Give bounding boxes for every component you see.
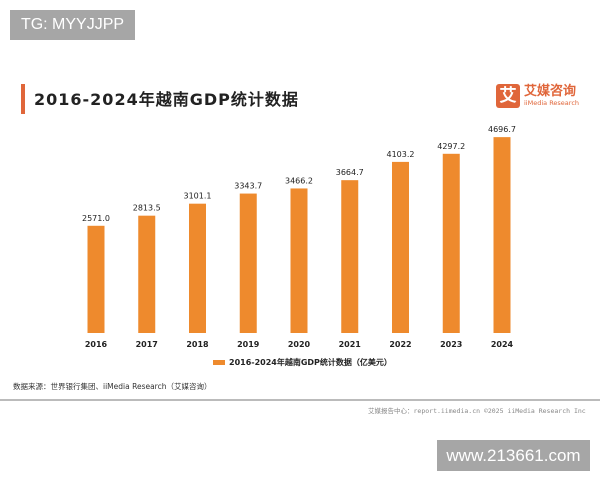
footer-credit: 艾媒报告中心：report.iimedia.cn ©2025 iiMedia R…	[368, 407, 586, 415]
x-tick-label: 2023	[440, 340, 462, 349]
x-tick-label: 2021	[339, 340, 362, 349]
x-tick-label: 2016	[85, 340, 108, 349]
bar	[87, 225, 105, 333]
data-label: 4103.2	[387, 150, 415, 159]
legend-swatch	[213, 360, 225, 365]
data-label: 3343.7	[234, 182, 262, 191]
data-label: 2571.0	[82, 214, 110, 223]
bar	[138, 215, 156, 333]
chart-title: 2016-2024年越南GDP统计数据	[34, 90, 299, 109]
watermark-bottom-right: www.213661.com	[437, 440, 590, 471]
data-label: 4696.7	[488, 125, 516, 134]
logo-name-en: iiMedia Research	[524, 99, 580, 107]
bar	[341, 180, 359, 333]
watermark-top-left: TG: MYYJJPP	[10, 10, 135, 40]
x-tick-label: 2017	[136, 340, 158, 349]
logo-name-cn: 艾媒咨询	[524, 84, 577, 99]
x-tick-label: 2022	[389, 340, 411, 349]
title-accent-bar	[21, 84, 25, 114]
divider	[0, 399, 600, 401]
data-label: 4297.2	[437, 142, 465, 151]
x-tick-label: 2024	[491, 340, 514, 349]
logo: 艾 艾媒咨询 iiMedia Research	[496, 84, 579, 108]
legend: 2016-2024年越南GDP统计数据（亿美元）	[213, 357, 392, 368]
data-label: 2813.5	[133, 204, 161, 213]
bar	[239, 193, 257, 333]
x-tick-label: 2020	[288, 340, 311, 349]
legend-label: 2016-2024年越南GDP统计数据（亿美元）	[229, 358, 392, 367]
bar	[442, 153, 460, 333]
data-source: 数据来源：世界银行集团、iiMedia Research（艾媒咨询）	[13, 382, 212, 391]
data-label: 3466.2	[285, 176, 313, 185]
bar	[290, 188, 308, 333]
data-label: 3664.7	[336, 168, 364, 177]
x-tick-label: 2019	[237, 340, 260, 349]
data-label: 3101.1	[184, 192, 212, 201]
x-tick-label: 2018	[186, 340, 209, 349]
bar	[189, 203, 206, 333]
bar	[493, 137, 511, 333]
logo-mark-icon: 艾	[496, 84, 520, 108]
bar	[392, 161, 409, 333]
